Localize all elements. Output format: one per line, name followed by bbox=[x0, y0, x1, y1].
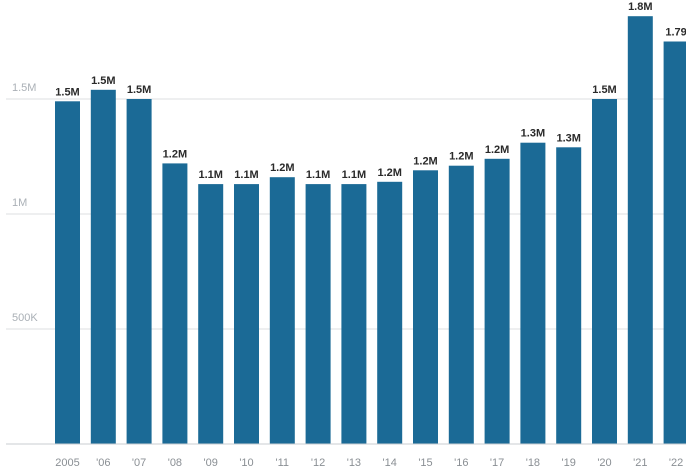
y-tick-label: 500K bbox=[12, 312, 38, 324]
bar bbox=[90, 89, 116, 445]
x-tick-label: '19 bbox=[562, 457, 576, 469]
data-label: 1.2M bbox=[413, 155, 437, 167]
bar bbox=[198, 184, 224, 444]
x-tick-label: '22 bbox=[669, 457, 683, 469]
x-tick-label: '16 bbox=[454, 457, 468, 469]
bar bbox=[448, 165, 474, 444]
bar bbox=[162, 163, 188, 444]
axes: 500K 1M 1.5M 2005 '06 '07 '08 '09 '10 '11 '12 '13 '1… bbox=[6, 82, 686, 469]
data-label: 1.8M bbox=[628, 1, 652, 13]
data-label: 1.5M bbox=[91, 75, 115, 87]
bars bbox=[55, 16, 686, 445]
data-label: 1.2M bbox=[485, 144, 509, 156]
data-label: 1.2M bbox=[163, 148, 187, 160]
x-tick-label: 2005 bbox=[55, 457, 79, 469]
bar bbox=[627, 16, 653, 444]
x-tick-label: '15 bbox=[418, 457, 432, 469]
bar bbox=[592, 99, 617, 444]
x-tick-label: '10 bbox=[239, 457, 253, 469]
data-label: 1.5M bbox=[592, 84, 616, 96]
data-label: 1.1M bbox=[342, 169, 366, 181]
x-tick-label: '11 bbox=[276, 457, 290, 469]
bar bbox=[305, 184, 331, 444]
x-tick-label: '12 bbox=[311, 457, 325, 469]
data-label: 1.3M bbox=[521, 128, 545, 140]
bar bbox=[55, 101, 80, 445]
data-labels: 1.5M 1.5M 1.5M 1.2M 1.1M 1.1M 1.2M 1.1M 1.1M 1.2M… bbox=[55, 1, 686, 181]
data-label: 1.79 bbox=[665, 27, 686, 39]
x-tick-label: '20 bbox=[597, 457, 611, 469]
bar bbox=[234, 184, 259, 444]
data-label: 1.2M bbox=[449, 151, 473, 163]
data-label: 1.1M bbox=[306, 169, 330, 181]
x-tick-label: '06 bbox=[96, 457, 110, 469]
x-tick-label: '09 bbox=[204, 457, 218, 469]
y-tick-label: 1.5M bbox=[12, 82, 36, 94]
data-label: 1.1M bbox=[198, 169, 222, 181]
data-label: 1.5M bbox=[127, 84, 151, 96]
data-label: 1.2M bbox=[377, 167, 401, 179]
bar bbox=[126, 99, 152, 444]
bar bbox=[663, 41, 686, 444]
x-tick-label: '21 bbox=[633, 457, 647, 469]
data-label: 1.3M bbox=[556, 132, 580, 144]
bar bbox=[520, 142, 546, 444]
x-tick-label: '18 bbox=[526, 457, 540, 469]
bar bbox=[341, 184, 367, 444]
bar bbox=[377, 181, 403, 445]
data-label: 1.5M bbox=[55, 86, 79, 98]
data-label: 1.1M bbox=[234, 169, 258, 181]
bar bbox=[484, 158, 510, 445]
x-tick-label: '14 bbox=[383, 457, 397, 469]
x-tick-label: '08 bbox=[168, 457, 182, 469]
data-label: 1.2M bbox=[270, 162, 294, 174]
x-tick-label: '17 bbox=[490, 457, 504, 469]
bar bbox=[556, 147, 582, 445]
bar bbox=[413, 170, 438, 445]
x-tick-label: '07 bbox=[132, 457, 146, 469]
y-tick-label: 1M bbox=[12, 197, 27, 209]
x-tick-label: '13 bbox=[347, 457, 361, 469]
bar bbox=[269, 177, 295, 444]
